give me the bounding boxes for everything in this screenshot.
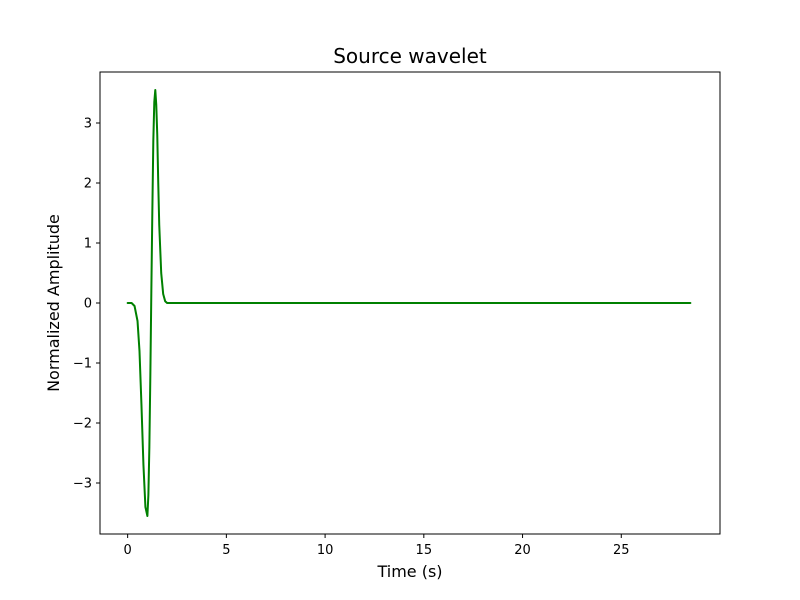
y-tick-label: −3 — [73, 477, 92, 492]
plot-frame — [99, 71, 721, 535]
x-tick-label: 10 — [317, 543, 334, 558]
x-tick-label: 0 — [124, 543, 132, 558]
y-axis-label: Normalized Amplitude — [44, 214, 63, 392]
y-tick-label: 3 — [84, 117, 92, 132]
series-line — [126, 89, 692, 517]
x-tick-label: 25 — [613, 543, 630, 558]
y-tick-label: 2 — [84, 177, 92, 192]
y-tick-label: 0 — [84, 297, 92, 312]
chart-title: Source wavelet — [333, 44, 487, 68]
x-axis-label: Time (s) — [376, 562, 442, 581]
y-tick-label: 1 — [84, 237, 92, 252]
axis-ticks: 0 5 10 15 20 25 −3 −2 −1 0 1 2 3 — [73, 117, 630, 559]
y-tick-label: −1 — [73, 357, 92, 372]
y-tick-label: −2 — [73, 417, 92, 432]
x-tick-label: 5 — [222, 543, 230, 558]
x-tick-label: 20 — [514, 543, 531, 558]
x-tick-label: 15 — [416, 543, 433, 558]
series-layer — [126, 89, 692, 517]
